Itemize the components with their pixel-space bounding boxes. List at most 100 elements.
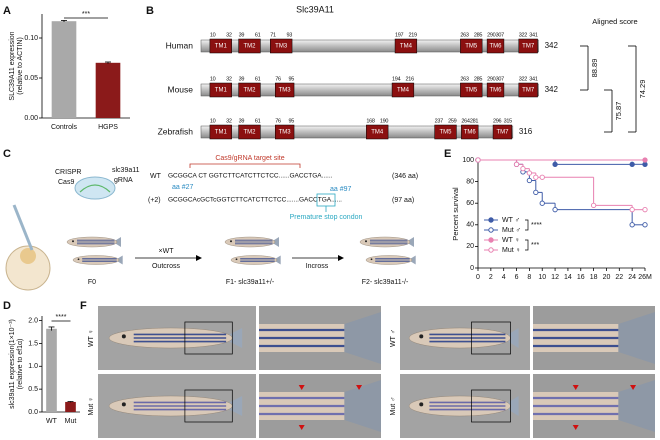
fish-eye [121, 334, 126, 339]
survival-point [552, 207, 558, 213]
grna-complex [74, 176, 116, 200]
tm-label: TM4 [400, 44, 413, 50]
survival-point [629, 207, 635, 213]
grna-label: gRNA [114, 177, 133, 184]
tm-end: 61 [255, 32, 261, 38]
survival-point [526, 177, 533, 184]
embryo [5, 245, 51, 291]
legend-label: WT ♀ [502, 237, 520, 244]
photo-label: Mut ♂ [390, 397, 397, 416]
zoom-tail [618, 312, 655, 364]
embryo-cell [20, 248, 36, 264]
y-tick-label: 40 [466, 222, 474, 229]
panel-label: B [146, 5, 154, 17]
tm-end: 95 [289, 118, 295, 124]
tm-domain [461, 124, 479, 140]
y-axis-label: (relative to ef1α) [17, 339, 24, 390]
aa-marker: aa #97 [330, 186, 352, 193]
cross: ×WT [159, 248, 175, 255]
arrowhead [572, 385, 579, 390]
x-tick-label: 2 [489, 274, 493, 281]
legend-label: Mut ♀ [502, 247, 521, 254]
tm-domain [394, 38, 418, 54]
arrowhead [298, 385, 305, 390]
tm-domain [238, 82, 261, 98]
survival-point [629, 161, 635, 167]
tm-end: 61 [255, 76, 261, 82]
y-tick-label: 0 [470, 265, 474, 272]
tm-domain [209, 38, 232, 54]
zoom-tail [344, 312, 381, 364]
survival-point [533, 189, 539, 196]
survival-point [642, 161, 648, 167]
bar [46, 328, 57, 412]
tm-label: TM7 [522, 44, 535, 50]
survival-point [642, 207, 648, 213]
significance-bracket [525, 219, 529, 231]
legend-marker [488, 237, 494, 243]
survival-point [533, 174, 539, 180]
legend-label: WT ♂ [502, 217, 520, 224]
needle [12, 204, 34, 251]
survival-point [552, 161, 558, 167]
survival-point [520, 165, 526, 172]
tm-start: 39 [239, 118, 245, 124]
x-tick-label: HGPS [98, 124, 118, 131]
tm-domain [518, 38, 538, 54]
tm-domain [460, 82, 483, 98]
x-tick-label: WT [46, 418, 58, 425]
tm-label: TM2 [244, 130, 257, 136]
protein-name: Mouse [167, 84, 193, 94]
tm-start: 263 [460, 32, 469, 38]
x-tick-label: 16 [577, 274, 585, 281]
score-label: Aligned score [592, 17, 637, 26]
fish-eye [365, 240, 367, 243]
fish-eye [419, 334, 424, 339]
arrow-head [196, 255, 202, 261]
y-tick-label: 1.0 [28, 363, 38, 370]
tm-start: 39 [239, 76, 245, 82]
fish-eye [235, 258, 238, 261]
y-tick-label: 80 [466, 178, 474, 185]
x-tick-label: 24 [628, 274, 636, 281]
significance-bracket [525, 239, 529, 251]
tm-start: 10 [210, 32, 216, 38]
tm-end: 32 [226, 118, 232, 124]
y-axis-label: (relative to ACTIN) [17, 37, 24, 95]
protein-len: (346 aa) [392, 173, 418, 180]
tm-start: 296 [493, 118, 502, 124]
x-tick-label: 18 [590, 274, 598, 281]
fish-eye [370, 258, 373, 261]
cross: Outcross [152, 263, 181, 270]
y-tick-label: 0.00 [24, 115, 38, 122]
tm-start: 39 [239, 32, 245, 38]
tm-domain [270, 38, 293, 54]
tm-start: 76 [275, 118, 281, 124]
bar [51, 21, 77, 119]
tm-start: 263 [460, 76, 469, 82]
x-tick-label: 4 [502, 274, 506, 281]
tm-end: 315 [504, 118, 513, 124]
y-tick-label: 60 [466, 200, 474, 207]
tm-end: 307 [496, 32, 505, 38]
bar [95, 62, 121, 118]
panel-label: C [3, 148, 11, 160]
aligned-score: 74.29 [638, 80, 647, 99]
protein-name: Zebrafish [158, 126, 194, 136]
arrowhead [356, 385, 363, 390]
fish-eye [72, 240, 74, 243]
tm-label: TM5 [465, 88, 478, 94]
tm-start: 290 [487, 32, 496, 38]
zoom-box [471, 321, 511, 355]
arrow-head [338, 255, 344, 261]
tm-end: 93 [287, 32, 293, 38]
tm-domain [274, 124, 295, 140]
significance: *** [531, 242, 539, 249]
y-tick-label: 0.05 [24, 75, 38, 82]
panel-label: F [80, 300, 87, 312]
generation: F2- slc39a11-/- [362, 279, 409, 286]
seq-label: (+2) [148, 197, 161, 204]
arrowhead [298, 425, 305, 430]
tm-label: TM1 [215, 88, 228, 94]
protein-length: 316 [519, 127, 533, 136]
